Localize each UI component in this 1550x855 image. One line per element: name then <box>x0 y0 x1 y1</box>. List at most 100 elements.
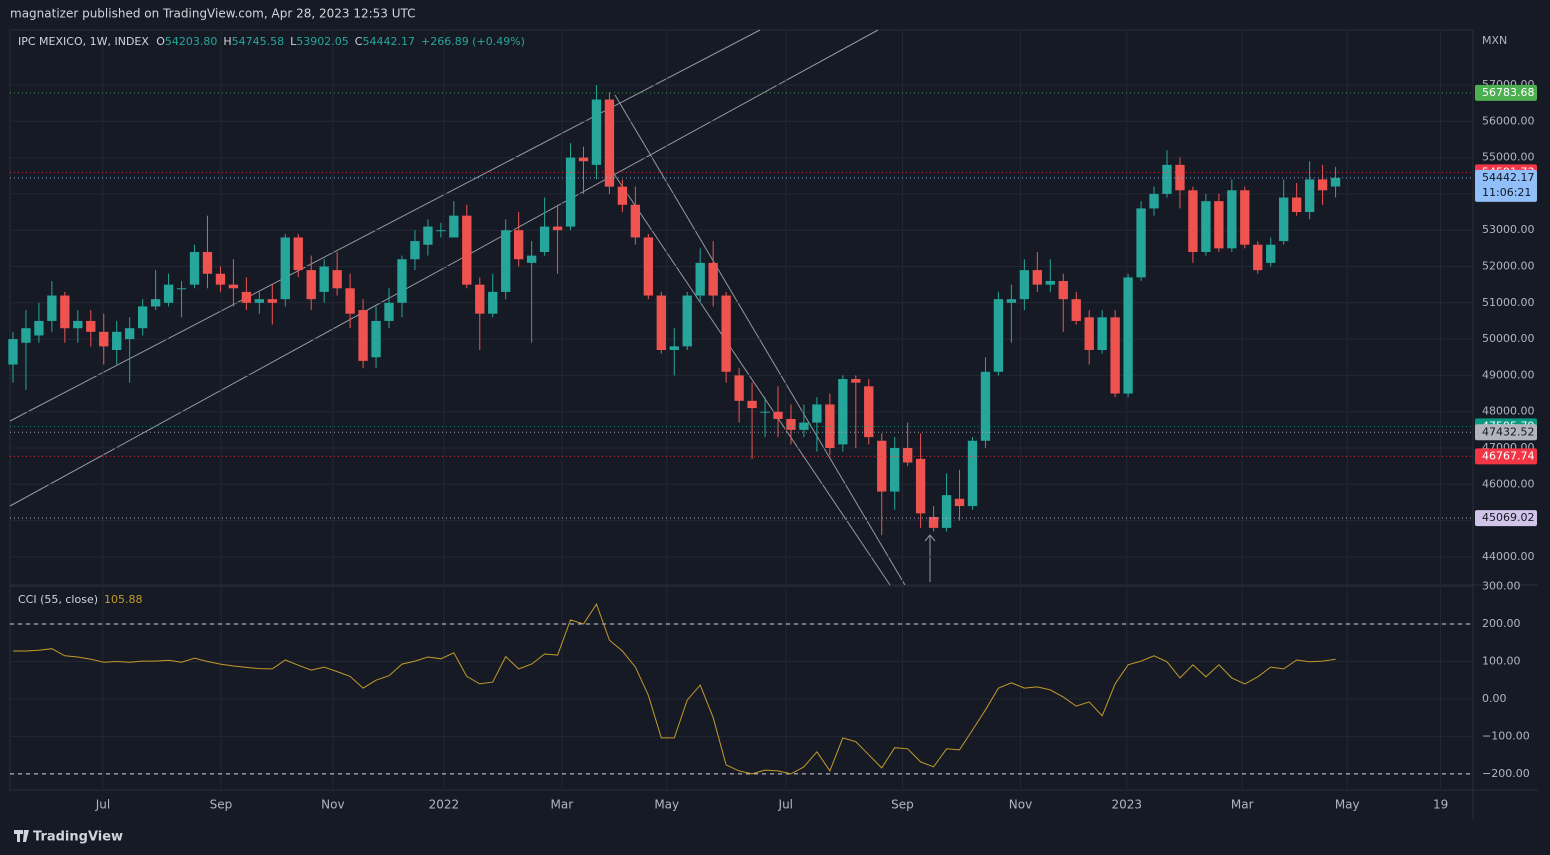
price-label: 45069.02 <box>1482 511 1535 524</box>
candle-body <box>851 379 861 383</box>
candle-body <box>902 448 913 463</box>
candle-body <box>993 299 1004 372</box>
ohlc-key: C <box>355 35 363 48</box>
candle-body <box>1006 299 1017 303</box>
candle-body <box>319 266 329 292</box>
x-tick-label: Sep <box>891 798 914 812</box>
candle-body <box>73 320 83 329</box>
y-tick-label: 51000.00 <box>1482 296 1535 309</box>
publish-info: magnatizer published on TradingView.com,… <box>10 7 416 21</box>
x-tick-label: 19 <box>1433 798 1448 812</box>
candle-body <box>163 284 174 303</box>
candle-body <box>591 99 602 165</box>
candle-body <box>1162 164 1172 194</box>
candle-body <box>1019 270 1030 300</box>
candle-body <box>34 320 44 336</box>
x-tick-label: May <box>1335 798 1360 812</box>
candle-body <box>877 440 887 492</box>
drawings <box>9 29 936 586</box>
candle-body <box>99 331 109 347</box>
candle-body <box>786 418 796 430</box>
candle-body <box>669 346 679 350</box>
candle-body <box>928 516 939 528</box>
ohlc-key: O <box>156 35 165 48</box>
candle-body <box>838 379 848 445</box>
plot-frame <box>9 29 1474 791</box>
price-label-bg <box>1475 448 1537 465</box>
candle-body <box>306 270 316 300</box>
candle-body <box>514 230 524 260</box>
candle-body <box>332 270 342 289</box>
candle-body <box>1084 317 1094 350</box>
candle-body <box>436 230 446 232</box>
candle-body <box>241 291 252 303</box>
price-label-bg <box>1475 424 1537 441</box>
candle-body <box>1317 179 1328 191</box>
indicator-legend: CCI (55, close) 105.88 <box>18 593 143 606</box>
trend-line <box>609 167 891 586</box>
candle-body <box>371 320 381 358</box>
candle-body <box>1253 244 1263 271</box>
candle-body <box>578 157 589 162</box>
candle-body <box>526 255 537 263</box>
candle-body <box>1201 201 1211 252</box>
candle-body <box>1330 177 1341 187</box>
candle-body <box>112 331 122 350</box>
candle-body <box>150 299 161 307</box>
candle-body <box>890 448 900 492</box>
candle-body <box>1266 244 1276 263</box>
candle-body <box>488 291 498 314</box>
candle-body <box>773 411 783 419</box>
candle-body <box>86 320 96 332</box>
candle-body <box>617 186 628 205</box>
price-label-bg <box>1475 169 1537 202</box>
candle-body <box>760 411 770 413</box>
candle-body <box>825 404 835 449</box>
x-tick-label: Jul <box>95 798 110 812</box>
candle-body <box>1188 190 1198 252</box>
candle-body <box>1227 190 1237 249</box>
candle-body <box>47 295 57 321</box>
ohlc-value: 54203.80 <box>165 35 218 48</box>
candle-body <box>1058 281 1068 300</box>
candle-body <box>462 215 472 285</box>
y-tick-label: −200.00 <box>1482 767 1530 780</box>
candle-body <box>293 237 303 271</box>
candle-body <box>1097 317 1107 350</box>
candle-body <box>228 284 239 289</box>
indicator-name: CCI (55, close) <box>18 593 98 606</box>
candle-body <box>176 288 187 290</box>
axis-unit: MXN <box>1482 34 1507 47</box>
logo-icon <box>14 830 29 842</box>
candle-body <box>695 262 705 296</box>
brand: TradingView <box>33 830 123 845</box>
y-tick-label: 56000.00 <box>1482 114 1535 127</box>
candle-body <box>267 299 277 303</box>
y-tick-label: 44000.00 <box>1482 550 1535 563</box>
ohlc-key: L <box>290 35 297 48</box>
y-tick-label: 48000.00 <box>1482 405 1535 418</box>
x-tick-label: Sep <box>210 798 233 812</box>
y-tick-label: 300.00 <box>1482 579 1521 592</box>
candle-body <box>915 458 926 514</box>
candle-body <box>954 498 965 507</box>
candle-body <box>1279 197 1289 242</box>
y-tick-label: 53000.00 <box>1482 223 1535 236</box>
candle-body <box>1304 179 1315 213</box>
x-tick-label: May <box>654 798 679 812</box>
candle-body <box>384 302 394 321</box>
candle-body <box>812 404 822 423</box>
candle-body <box>8 339 18 365</box>
candle-body <box>475 284 485 314</box>
candle-body <box>799 422 809 430</box>
y-tick-label: 49000.00 <box>1482 368 1535 381</box>
candle-body <box>604 99 615 187</box>
candle-body <box>137 306 148 329</box>
candle-body <box>1291 197 1302 213</box>
trend-line <box>614 94 906 586</box>
y-tick-label: 100.00 <box>1482 654 1521 667</box>
candle-body <box>1240 190 1250 245</box>
candle-body <box>734 375 744 401</box>
candle-body <box>21 328 31 343</box>
